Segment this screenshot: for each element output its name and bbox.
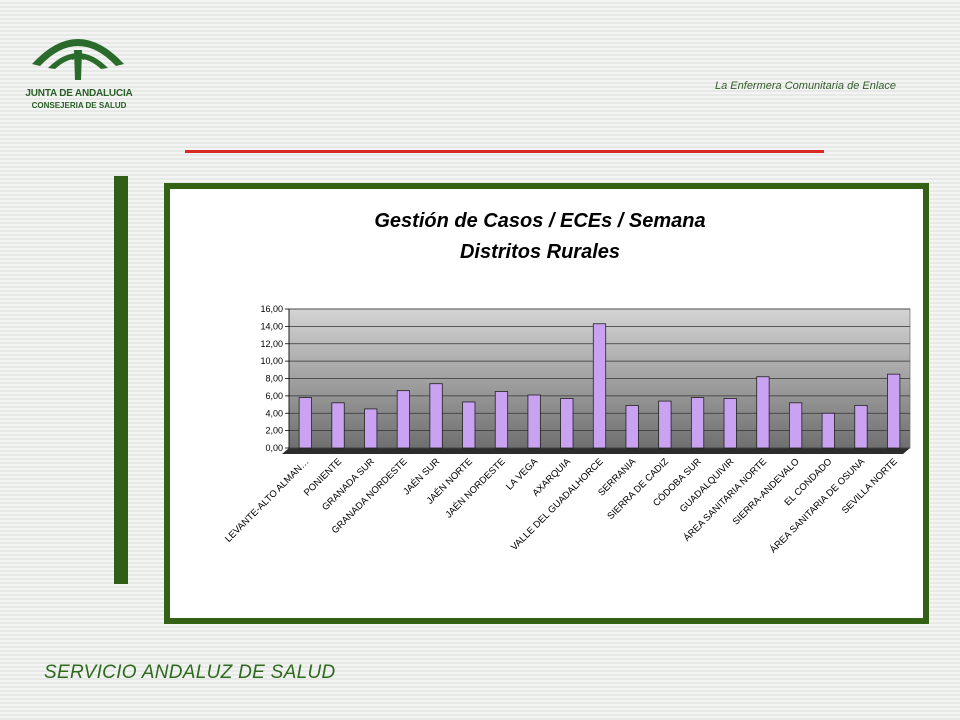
- page-subtitle: La Enfermera Comunitaria de Enlace: [715, 80, 896, 92]
- y-tick-label: 14,00: [260, 321, 283, 331]
- footer-org-name: SERVICIO ANDALUZ DE SALUD: [44, 662, 336, 683]
- y-tick-label: 12,00: [260, 339, 283, 349]
- bar-12: [658, 400, 672, 449]
- bar-4: [396, 390, 411, 449]
- bar-9: [560, 398, 574, 449]
- y-tick-label: 8,00: [265, 374, 283, 384]
- bar-13: [690, 397, 705, 449]
- bar-1: [298, 397, 312, 449]
- chart-subtitle: Distritos Rurales: [460, 241, 620, 263]
- chart-frame: Gestión de Casos / ECEs / Semana Distrit…: [164, 183, 929, 624]
- bar-17: [821, 412, 835, 449]
- x-tick-label-7: JAÉN NORDESTE: [443, 456, 507, 520]
- bar-7: [494, 391, 509, 449]
- plot-floor: [282, 448, 910, 454]
- bar-6: [462, 401, 476, 449]
- x-tick-label-1: LEVANTE-ALTO ALMAN…: [223, 456, 311, 544]
- bar-19: [887, 373, 901, 449]
- bar-15: [756, 376, 770, 449]
- bar-chart: Gestión de Casos / ECEs / Semana Distrit…: [223, 210, 911, 555]
- y-tick-label: 2,00: [265, 426, 283, 436]
- bar-16: [788, 402, 803, 449]
- y-tick-label: 0,00: [265, 443, 283, 453]
- bar-11: [625, 405, 639, 449]
- logo-emblem-icon: [32, 39, 124, 80]
- bar-5: [429, 383, 443, 449]
- side-accent-bar: [114, 176, 128, 584]
- bar-10: [592, 323, 607, 449]
- bar-14: [723, 398, 737, 449]
- logo-org-line2: CONSEJERIA DE SALUD: [31, 101, 127, 110]
- bar-8: [527, 394, 541, 449]
- logo-org-line1: JUNTA DE ANDALUCIA: [25, 88, 133, 99]
- y-tick-label: 6,00: [265, 391, 283, 401]
- junta-logo: JUNTA DE ANDALUCIA CONSEJERIA DE SALUD: [18, 22, 138, 117]
- chart-title: Gestión de Casos / ECEs / Semana: [374, 210, 705, 232]
- y-tick-label: 4,00: [265, 408, 283, 418]
- bar-2: [331, 402, 345, 449]
- bar-18: [854, 405, 868, 449]
- x-tick-label-19: SEVILLA NORTE: [840, 456, 900, 516]
- y-tick-label: 16,00: [260, 304, 283, 314]
- bar-3: [364, 408, 378, 449]
- y-tick-label: 10,00: [260, 356, 283, 366]
- header-divider: [185, 150, 824, 153]
- x-tick-label-12: SIERRA DE CADIZ: [605, 456, 671, 522]
